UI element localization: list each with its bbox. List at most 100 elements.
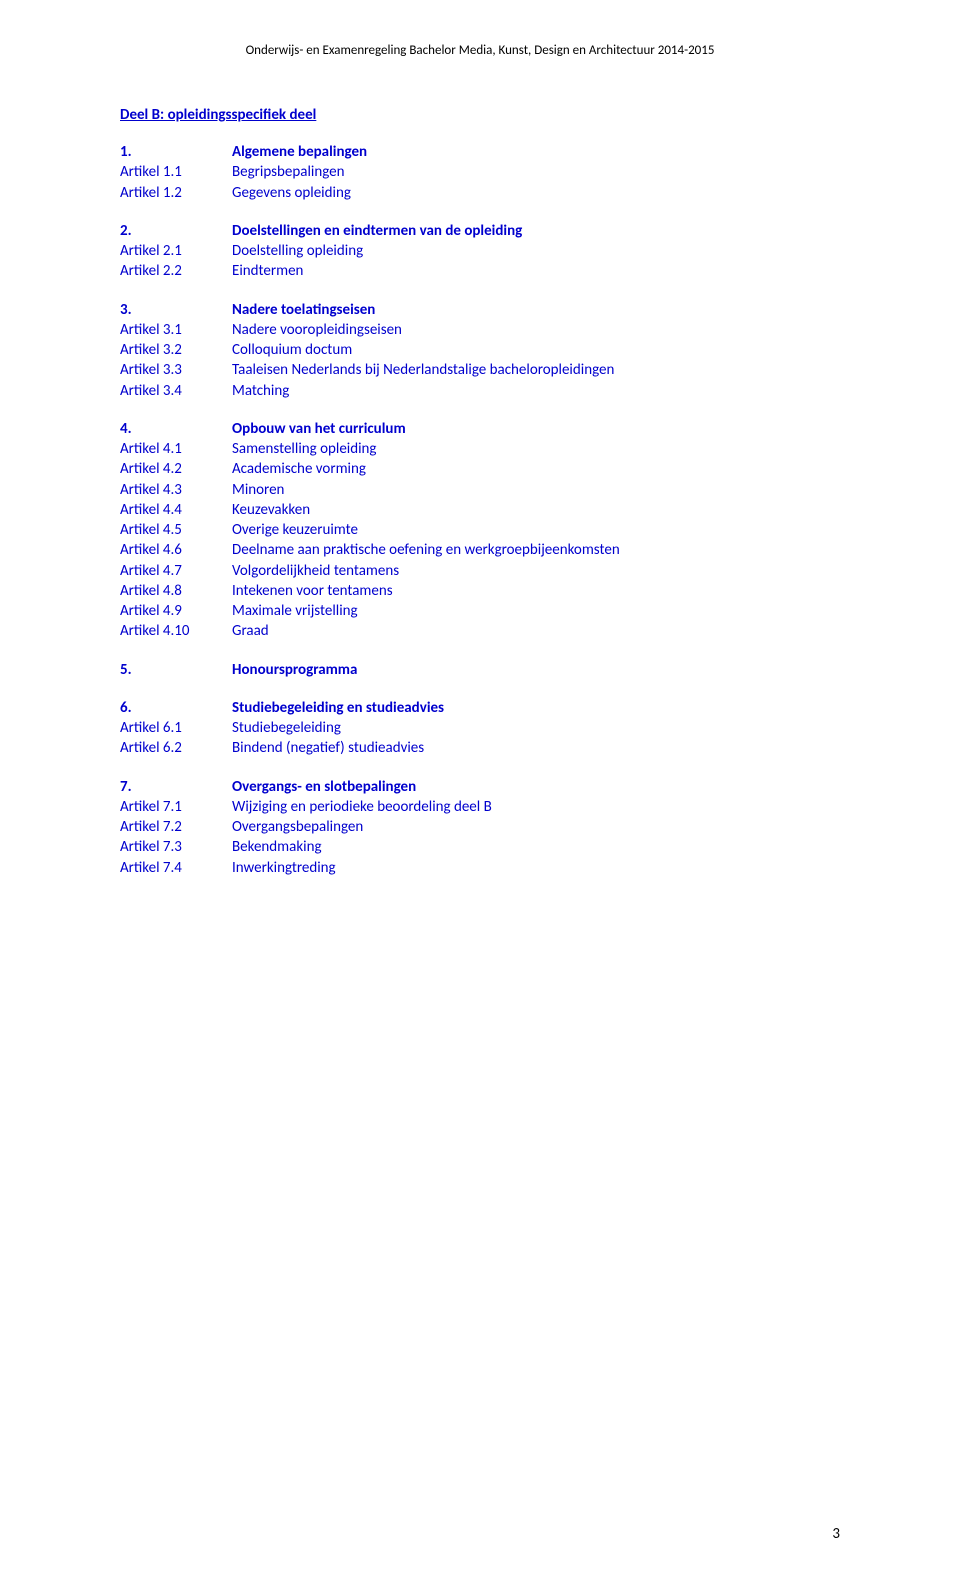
toc-value: Maximale vrijstelling (232, 601, 840, 621)
toc-key: Artikel 4.2 (120, 459, 232, 479)
toc-row: Artikel 3.4Matching (120, 381, 840, 401)
toc-key: Artikel 7.1 (120, 797, 232, 817)
toc-key: Artikel 4.1 (120, 439, 232, 459)
toc-row: Artikel 6.1Studiebegeleiding (120, 718, 840, 738)
toc-value: Gegevens opleiding (232, 183, 840, 203)
toc-key: Artikel 4.10 (120, 621, 232, 641)
toc-value: Algemene bepalingen (232, 142, 840, 162)
toc-key: Artikel 4.3 (120, 480, 232, 500)
toc-row: 1.Algemene bepalingen (120, 142, 840, 162)
toc-row: Artikel 4.3Minoren (120, 480, 840, 500)
toc-key: Artikel 7.2 (120, 817, 232, 837)
toc-row: Artikel 4.5Overige keuzeruimte (120, 520, 840, 540)
toc-value: Academische vorming (232, 459, 840, 479)
toc-row: Artikel 7.3Bekendmaking (120, 837, 840, 857)
toc-row: 2.Doelstellingen en eindtermen van de op… (120, 221, 840, 241)
toc-block: 4.Opbouw van het curriculumArtikel 4.1Sa… (120, 419, 840, 642)
toc-row: 5.Honoursprogramma (120, 660, 840, 680)
toc-key: Artikel 4.7 (120, 561, 232, 581)
toc-value: Deelname aan praktische oefening en werk… (232, 540, 840, 560)
toc-value: Nadere vooropleidingseisen (232, 320, 840, 340)
toc-row: Artikel 4.9Maximale vrijstelling (120, 601, 840, 621)
toc-key: 3. (120, 300, 232, 320)
toc-key: Artikel 6.2 (120, 738, 232, 758)
toc-value: Keuzevakken (232, 500, 840, 520)
toc-value: Intekenen voor tentamens (232, 581, 840, 601)
toc-block: 7.Overgangs- en slotbepalingenArtikel 7.… (120, 777, 840, 878)
toc-key: 5. (120, 660, 232, 680)
toc-row: Artikel 4.2Academische vorming (120, 459, 840, 479)
toc-row: Artikel 4.6Deelname aan praktische oefen… (120, 540, 840, 560)
toc-value: Taaleisen Nederlands bij Nederlandstalig… (232, 360, 840, 380)
document-header: Onderwijs- en Examenregeling Bachelor Me… (120, 43, 840, 58)
toc-row: Artikel 7.2Overgangsbepalingen (120, 817, 840, 837)
toc-value: Begripsbepalingen (232, 162, 840, 182)
toc-row: Artikel 6.2Bindend (negatief) studieadvi… (120, 738, 840, 758)
toc-key: Artikel 4.8 (120, 581, 232, 601)
toc-key: Artikel 3.1 (120, 320, 232, 340)
toc-row: Artikel 4.8Intekenen voor tentamens (120, 581, 840, 601)
toc-key: Artikel 4.9 (120, 601, 232, 621)
toc-row: Artikel 3.2Colloquium doctum (120, 340, 840, 360)
toc-value: Overgangsbepalingen (232, 817, 840, 837)
toc-block: 2.Doelstellingen en eindtermen van de op… (120, 221, 840, 282)
toc-key: 1. (120, 142, 232, 162)
toc-value: Inwerkingtreding (232, 858, 840, 878)
toc-key: Artikel 4.4 (120, 500, 232, 520)
toc-row: 6.Studiebegeleiding en studieadvies (120, 698, 840, 718)
toc-value: Nadere toelatingseisen (232, 300, 840, 320)
toc-key: Artikel 7.3 (120, 837, 232, 857)
toc-key: Artikel 1.2 (120, 183, 232, 203)
toc-row: Artikel 1.1Begripsbepalingen (120, 162, 840, 182)
toc-value: Studiebegeleiding (232, 718, 840, 738)
toc-row: Artikel 4.7Volgordelijkheid tentamens (120, 561, 840, 581)
toc-row: Artikel 4.4Keuzevakken (120, 500, 840, 520)
toc-value: Minoren (232, 480, 840, 500)
toc-key: Artikel 3.4 (120, 381, 232, 401)
document-page: Onderwijs- en Examenregeling Bachelor Me… (0, 0, 960, 1591)
section-title: Deel B: opleidingsspecifiek deel (120, 106, 840, 124)
toc-value: Volgordelijkheid tentamens (232, 561, 840, 581)
toc-block: 5.Honoursprogramma (120, 660, 840, 680)
toc-value: Overgangs- en slotbepalingen (232, 777, 840, 797)
toc-key: 6. (120, 698, 232, 718)
toc-key: Artikel 4.6 (120, 540, 232, 560)
toc-value: Graad (232, 621, 840, 641)
toc-value: Opbouw van het curriculum (232, 419, 840, 439)
page-number: 3 (832, 1525, 840, 1543)
toc-row: Artikel 3.1Nadere vooropleidingseisen (120, 320, 840, 340)
toc-key: Artikel 6.1 (120, 718, 232, 738)
toc-value: Colloquium doctum (232, 340, 840, 360)
toc-row: 7.Overgangs- en slotbepalingen (120, 777, 840, 797)
toc-key: Artikel 1.1 (120, 162, 232, 182)
toc-key: 4. (120, 419, 232, 439)
toc-key: Artikel 2.1 (120, 241, 232, 261)
toc-row: 4.Opbouw van het curriculum (120, 419, 840, 439)
toc-row: Artikel 7.4Inwerkingtreding (120, 858, 840, 878)
toc-key: Artikel 4.5 (120, 520, 232, 540)
toc-block: 6.Studiebegeleiding en studieadviesArtik… (120, 698, 840, 759)
toc-row: Artikel 2.2Eindtermen (120, 261, 840, 281)
toc-value: Bindend (negatief) studieadvies (232, 738, 840, 758)
toc-block: 3.Nadere toelatingseisenArtikel 3.1Nader… (120, 300, 840, 401)
toc-value: Bekendmaking (232, 837, 840, 857)
toc-key: 7. (120, 777, 232, 797)
toc-row: Artikel 4.1Samenstelling opleiding (120, 439, 840, 459)
toc-key: Artikel 7.4 (120, 858, 232, 878)
toc-row: Artikel 1.2Gegevens opleiding (120, 183, 840, 203)
toc-row: Artikel 4.10Graad (120, 621, 840, 641)
toc-row: Artikel 7.1Wijziging en periodieke beoor… (120, 797, 840, 817)
toc-value: Wijziging en periodieke beoordeling deel… (232, 797, 840, 817)
toc-key: Artikel 3.2 (120, 340, 232, 360)
toc-row: 3.Nadere toelatingseisen (120, 300, 840, 320)
toc-value: Samenstelling opleiding (232, 439, 840, 459)
toc-value: Honoursprogramma (232, 660, 840, 680)
toc-row: Artikel 2.1Doelstelling opleiding (120, 241, 840, 261)
toc-row: Artikel 3.3Taaleisen Nederlands bij Nede… (120, 360, 840, 380)
toc-value: Overige keuzeruimte (232, 520, 840, 540)
toc-value: Doelstellingen en eindtermen van de ople… (232, 221, 840, 241)
toc-block: 1.Algemene bepalingenArtikel 1.1Begripsb… (120, 142, 840, 203)
toc-value: Matching (232, 381, 840, 401)
toc-key: Artikel 2.2 (120, 261, 232, 281)
toc-value: Doelstelling opleiding (232, 241, 840, 261)
